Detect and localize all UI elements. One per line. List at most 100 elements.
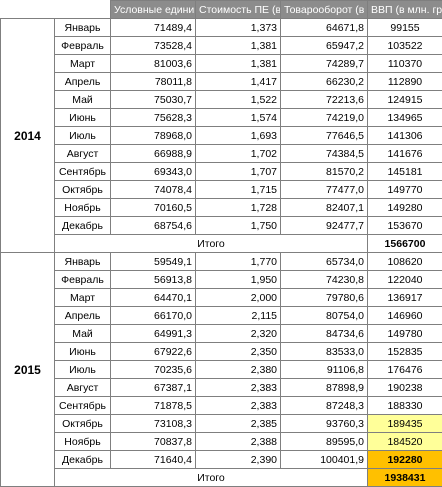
turnover-cell: 84734,6 [281,325,368,343]
year-cell: 2015 [1,253,55,487]
gdp-cell: 184520 [368,433,442,451]
month-cell: Январь [55,253,111,271]
cost-cell: 1,373 [196,19,281,37]
cost-cell: 2,385 [196,415,281,433]
turnover-cell: 87898,9 [281,379,368,397]
gdp-cell: 192280 [368,451,442,469]
gdp-cell: 141306 [368,127,442,145]
turnover-cell: 65947,2 [281,37,368,55]
gdp-cell: 141676 [368,145,442,163]
month-cell: Март [55,289,111,307]
units-cell: 74078,4 [111,181,196,199]
gdp-cell: 99155 [368,19,442,37]
gdp-cell: 149280 [368,199,442,217]
month-cell: Июнь [55,343,111,361]
turnover-cell: 81570,2 [281,163,368,181]
month-cell: Декабрь [55,451,111,469]
month-cell: Октябрь [55,415,111,433]
units-cell: 70837,8 [111,433,196,451]
gdp-cell: 149770 [368,181,442,199]
units-cell: 66170,0 [111,307,196,325]
cost-cell: 2,350 [196,343,281,361]
header-turnover: Товарооборот (в млн. грн) [281,1,368,19]
units-cell: 78011,8 [111,73,196,91]
month-cell: Май [55,325,111,343]
month-cell: Декабрь [55,217,111,235]
units-cell: 66988,9 [111,145,196,163]
turnover-cell: 74230,8 [281,271,368,289]
units-cell: 64991,3 [111,325,196,343]
gdp-cell: 188330 [368,397,442,415]
turnover-cell: 64671,8 [281,19,368,37]
cost-cell: 1,707 [196,163,281,181]
units-cell: 73108,3 [111,415,196,433]
gdp-cell: 145181 [368,163,442,181]
cost-cell: 1,750 [196,217,281,235]
month-cell: Июнь [55,109,111,127]
cost-cell: 1,693 [196,127,281,145]
cost-cell: 1,381 [196,37,281,55]
turnover-cell: 74219,0 [281,109,368,127]
turnover-cell: 80754,0 [281,307,368,325]
units-cell: 68754,6 [111,217,196,235]
month-cell: Ноябрь [55,433,111,451]
cost-cell: 1,770 [196,253,281,271]
gdp-cell: 189435 [368,415,442,433]
total-label: Итого [55,235,368,253]
turnover-cell: 65734,0 [281,253,368,271]
cost-cell: 1,522 [196,91,281,109]
units-cell: 75628,3 [111,109,196,127]
gdp-cell: 110370 [368,55,442,73]
turnover-cell: 72213,6 [281,91,368,109]
turnover-cell: 77646,5 [281,127,368,145]
month-cell: Февраль [55,271,111,289]
month-cell: Сентябрь [55,397,111,415]
cost-cell: 2,390 [196,451,281,469]
turnover-cell: 79780,6 [281,289,368,307]
units-cell: 67387,1 [111,379,196,397]
turnover-cell: 74384,5 [281,145,368,163]
gdp-cell: 153670 [368,217,442,235]
turnover-cell: 83533,0 [281,343,368,361]
header-corner [1,1,111,19]
turnover-cell: 82407,1 [281,199,368,217]
cost-cell: 1,574 [196,109,281,127]
gdp-cell: 122040 [368,271,442,289]
month-cell: Август [55,145,111,163]
turnover-cell: 74289,7 [281,55,368,73]
units-cell: 64470,1 [111,289,196,307]
gdp-cell: 124915 [368,91,442,109]
gdp-cell: 190238 [368,379,442,397]
cost-cell: 1,728 [196,199,281,217]
year-cell: 2014 [1,19,55,253]
total-gdp-cell: 1566700 [368,235,442,253]
turnover-cell: 87248,3 [281,397,368,415]
cost-cell: 1,381 [196,55,281,73]
units-cell: 73528,4 [111,37,196,55]
month-cell: Май [55,91,111,109]
month-cell: Сентябрь [55,163,111,181]
units-cell: 69343,0 [111,163,196,181]
cost-cell: 2,000 [196,289,281,307]
turnover-cell: 77477,0 [281,181,368,199]
cost-cell: 2,388 [196,433,281,451]
header-gdp: ВВП (в млн. грн) [368,1,442,19]
total-label: Итого [55,469,368,487]
month-cell: Октябрь [55,181,111,199]
